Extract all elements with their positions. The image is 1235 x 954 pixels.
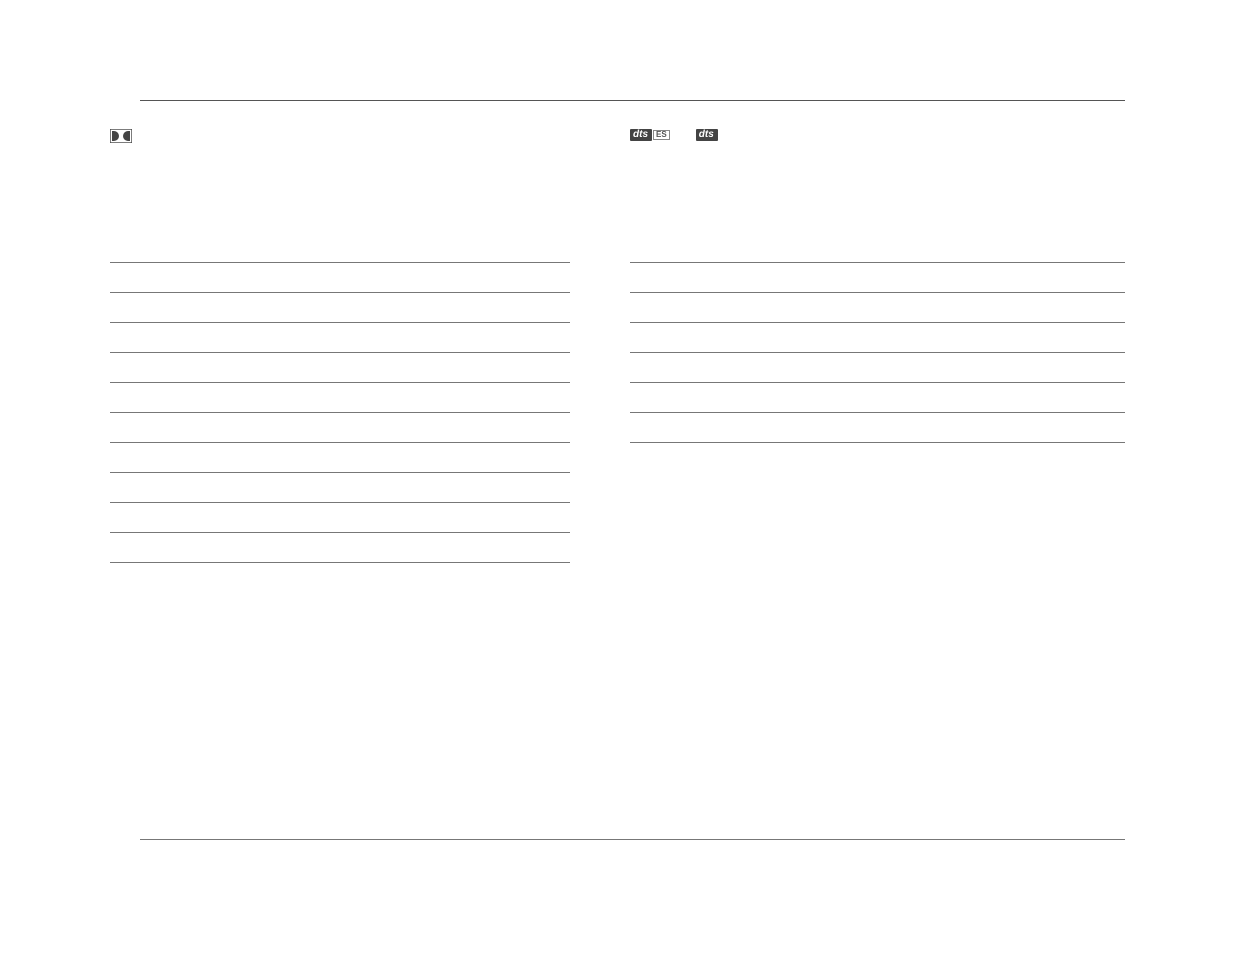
ruled-line — [110, 323, 570, 353]
ruled-line — [110, 503, 570, 533]
dts-badge-label: dts — [630, 129, 652, 141]
bottom-rule — [140, 839, 1125, 840]
ruled-line — [110, 443, 570, 473]
ruled-line — [110, 353, 570, 383]
dolby-double-d-icon — [110, 129, 132, 143]
ruled-line — [630, 323, 1125, 353]
columns — [110, 233, 1125, 563]
ruled-line — [630, 413, 1125, 443]
ruled-line — [110, 293, 570, 323]
right-heading: dtsES dts — [630, 129, 1125, 143]
right-heading-sep — [678, 129, 688, 141]
dts-es-icon: dtsES — [630, 129, 670, 141]
ruled-line — [110, 263, 570, 293]
dts-badge-label-2: dts — [696, 129, 718, 141]
top-rule — [140, 100, 1125, 101]
ruled-line — [630, 293, 1125, 323]
ruled-line — [110, 413, 570, 443]
ruled-line — [110, 473, 570, 503]
dts-icon: dts — [696, 129, 718, 141]
right-column — [630, 233, 1125, 563]
ruled-line — [630, 263, 1125, 293]
ruled-line — [630, 383, 1125, 413]
ruled-line — [110, 533, 570, 563]
dts-es-label: ES — [653, 130, 670, 141]
ruled-line — [630, 353, 1125, 383]
page-content: dtsES dts — [110, 100, 1125, 854]
heading-row: dtsES dts — [110, 129, 1125, 143]
left-heading — [110, 129, 570, 143]
left-column — [110, 233, 570, 563]
ruled-line — [110, 233, 570, 263]
ruled-line — [110, 383, 570, 413]
ruled-line — [630, 233, 1125, 263]
